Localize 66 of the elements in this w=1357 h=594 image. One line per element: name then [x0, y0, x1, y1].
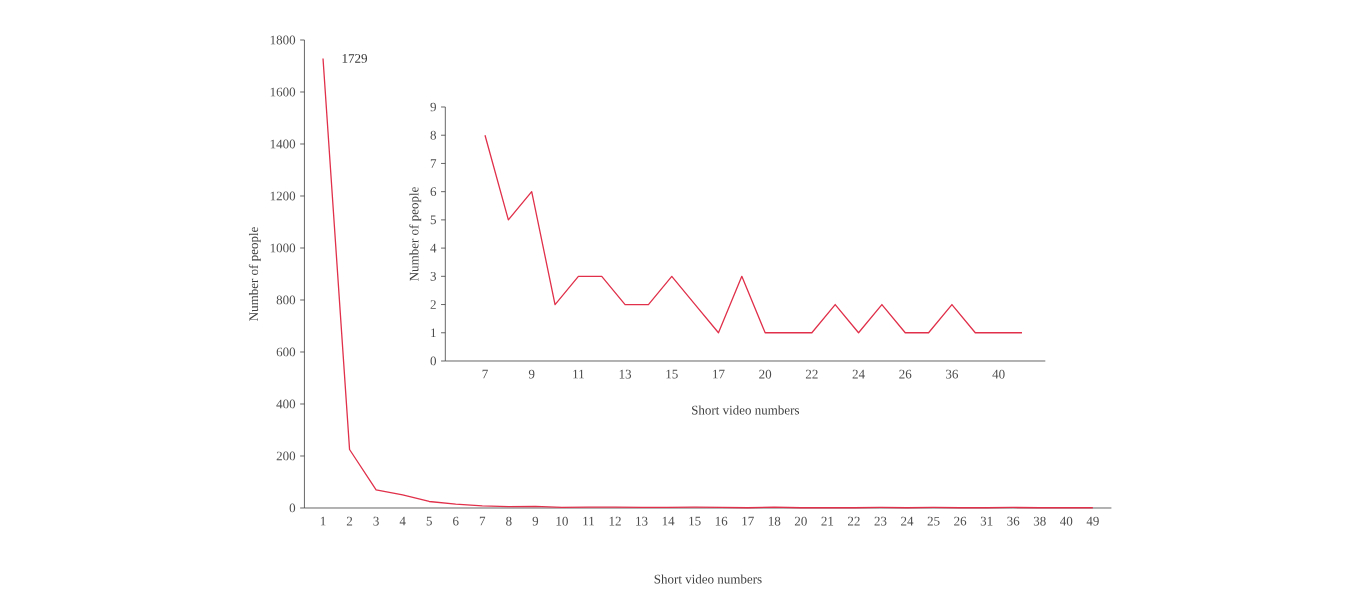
y-tick-label: 8	[430, 130, 437, 140]
y-tick-label: 1000	[270, 243, 296, 253]
y-tick-label: 9	[430, 102, 436, 112]
x-tick-label: 22	[847, 516, 860, 526]
x-tick-label: 6	[453, 516, 459, 526]
x-tick-label: 40	[1060, 516, 1073, 526]
x-tick-label: 24	[901, 516, 914, 526]
x-axis-title: Short video numbers	[692, 405, 800, 415]
y-tick-label: 0	[430, 356, 437, 366]
y-tick-label: 6	[430, 187, 437, 197]
x-tick-label: 4	[399, 516, 406, 526]
x-tick-label: 18	[768, 516, 781, 526]
x-tick-label: 13	[636, 516, 648, 526]
y-tick-label: 600	[276, 347, 296, 357]
y-tick-label: 1200	[270, 191, 296, 201]
x-tick-label: 13	[619, 369, 632, 379]
x-tick-label: 12	[609, 516, 621, 526]
x-tick-label: 9	[528, 369, 535, 379]
y-tick-label: 4	[430, 243, 437, 253]
x-tick-label: 11	[573, 369, 584, 379]
x-tick-label: 16	[715, 516, 728, 526]
x-tick-label: 31	[980, 516, 993, 526]
y-tick-label: 7	[430, 159, 437, 168]
x-tick-label: 21	[821, 516, 834, 526]
x-tick-label: 14	[662, 516, 675, 526]
x-tick-label: 15	[666, 369, 678, 379]
x-tick-label: 38	[1033, 516, 1046, 526]
y-tick-label: 1400	[270, 139, 296, 149]
y-tick-label: 1	[431, 328, 436, 338]
x-tick-label: 15	[689, 516, 701, 526]
y-tick-label: 800	[276, 295, 296, 305]
x-tick-label: 17	[713, 369, 725, 379]
x-tick-label: 11	[583, 516, 594, 526]
x-tick-label: 22	[805, 369, 818, 379]
x-tick-label: 8	[506, 516, 512, 526]
y-tick-label: 400	[276, 399, 296, 409]
y-axis-title: Number of people	[248, 227, 261, 321]
x-tick-label: 26	[899, 369, 912, 379]
y-axis-title: Number of people	[409, 187, 422, 281]
x-tick-label: 23	[874, 516, 887, 526]
x-tick-label: 36	[946, 369, 959, 379]
x-tick-label: 40	[992, 369, 1005, 379]
y-tick-label: 3	[430, 271, 437, 281]
y-tick-label: 1800	[270, 35, 296, 45]
x-tick-label: 49	[1086, 516, 1099, 526]
x-tick-label: 10	[556, 516, 568, 526]
x-tick-label: 20	[794, 516, 807, 526]
x-tick-label: 20	[759, 369, 772, 379]
x-tick-label: 36	[1007, 516, 1020, 526]
x-tick-label: 24	[852, 369, 865, 379]
x-tick-label: 1	[320, 516, 326, 526]
x-tick-label: 26	[954, 516, 967, 526]
x-tick-label: 25	[927, 516, 940, 526]
y-tick-label: 1600	[270, 87, 296, 97]
annotation: 1729	[342, 54, 367, 63]
y-tick-label: 5	[430, 215, 437, 225]
x-tick-label: 9	[532, 516, 539, 526]
y-tick-label: 200	[276, 451, 296, 461]
x-tick-label: 7	[479, 516, 486, 526]
x-tick-label: 2	[346, 516, 353, 526]
y-tick-label: 0	[289, 503, 296, 513]
x-tick-label: 7	[482, 369, 488, 379]
y-tick-label: 2	[430, 300, 436, 309]
x-axis-title: Short video numbers	[654, 574, 762, 584]
x-tick-label: 3	[373, 516, 379, 526]
x-tick-label: 17	[742, 516, 754, 526]
